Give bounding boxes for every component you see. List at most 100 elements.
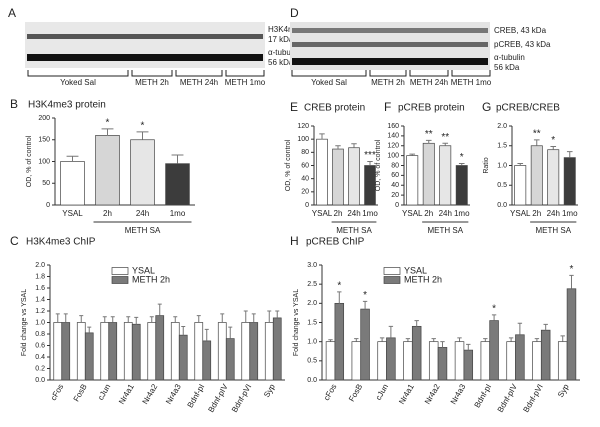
y-tick-label: 80 <box>301 149 309 156</box>
x-tick-label: 2h <box>103 209 112 218</box>
group-label: METH SA <box>427 226 463 235</box>
group-label: METH SA <box>125 226 161 235</box>
legend-label: METH 2h <box>404 274 442 284</box>
x-tick-label: YSAL <box>402 209 423 218</box>
blot-band <box>292 42 488 47</box>
y-tick-label: 1.2 <box>35 308 45 315</box>
x-tick-label: FosB <box>72 383 89 404</box>
x-tick-label: Bdnf-pVI <box>521 383 544 414</box>
chart-title: pCREB/CREB <box>496 103 560 114</box>
bar <box>530 145 543 206</box>
bar <box>123 322 133 381</box>
x-tick-label: Nr4a1 <box>117 382 136 406</box>
x-tick-label: Nr4a2 <box>141 382 160 406</box>
bar <box>170 322 180 381</box>
x-tick-label: YSAL <box>510 209 531 218</box>
error-bar <box>466 343 471 351</box>
bar <box>403 341 413 381</box>
y-tick-label: 20 <box>301 189 309 196</box>
error-bar <box>101 128 114 136</box>
bar <box>165 163 190 206</box>
y-axis-label: Fold change vs YSAL <box>21 289 28 356</box>
x-tick-label: Syp <box>556 382 571 399</box>
chart-title: H3K4me3 ChIP <box>26 237 96 248</box>
error-bar <box>157 303 162 316</box>
error-bar <box>196 315 201 323</box>
y-tick-label: 0.0 <box>35 377 45 384</box>
error-bar <box>204 328 209 341</box>
x-tick-label: YSAL <box>62 209 83 218</box>
error-bar <box>220 313 225 323</box>
error-bar <box>173 316 178 323</box>
bar <box>437 347 448 381</box>
bar <box>316 138 328 206</box>
y-axis-label: Ratio <box>483 157 490 173</box>
bar <box>202 340 212 381</box>
x-tick-label: 1mo <box>562 209 578 218</box>
error-bar <box>251 313 256 323</box>
blot-label: pCREB, 43 kDa <box>494 40 551 49</box>
error-bar <box>483 338 488 342</box>
chart-title: pCREB ChIP <box>306 237 365 248</box>
y-tick-label: 0.2 <box>35 365 45 372</box>
error-bar <box>275 310 280 318</box>
significance: * <box>460 152 464 163</box>
bar <box>53 322 63 381</box>
legend-swatch <box>111 276 129 284</box>
y-tick-label: 20 <box>391 192 399 199</box>
bar <box>194 322 204 381</box>
error-bar <box>442 142 449 146</box>
blot-image <box>25 22 265 68</box>
bar <box>130 139 155 206</box>
x-tick-label: 1mo <box>170 209 186 218</box>
error-bar <box>63 313 68 323</box>
bar <box>264 322 274 381</box>
y-tick-label: 0.5 <box>307 358 317 365</box>
y-tick-label: 0.8 <box>35 331 45 338</box>
bar <box>428 341 439 381</box>
bar <box>515 334 525 381</box>
y-tick-label: 1.6 <box>35 285 45 292</box>
error-bar <box>243 310 248 323</box>
bar <box>61 322 71 381</box>
bar <box>332 148 344 206</box>
bar <box>364 165 376 206</box>
legend-label: METH 2h <box>132 274 170 284</box>
x-tick-label: 24h <box>547 209 560 218</box>
y-tick-label: 100 <box>38 158 50 165</box>
bar <box>514 165 527 206</box>
x-tick-label: Nr4a2 <box>423 382 442 406</box>
bar <box>334 302 345 381</box>
y-tick-label: 1.4 <box>35 296 45 303</box>
y-tick-label: 1.0 <box>35 319 45 326</box>
error-bar <box>102 316 107 323</box>
y-tick-label: 80 <box>391 162 399 169</box>
y-tick-label: 3.0 <box>307 262 317 269</box>
error-bar <box>228 326 233 339</box>
error-bar <box>388 325 394 338</box>
blot-band <box>292 58 488 65</box>
error-bar <box>543 323 548 331</box>
y-tick-label: 0.5 <box>497 182 507 189</box>
bar <box>348 147 360 206</box>
x-tick-label: 2h <box>532 209 541 218</box>
chart-title: CREB protein <box>304 103 365 114</box>
y-tick-label: 100 <box>387 152 399 159</box>
bar <box>178 334 188 381</box>
error-bar <box>409 153 416 156</box>
error-bar <box>405 338 411 342</box>
bar <box>563 157 576 206</box>
x-tick-label: 24h <box>439 209 452 218</box>
x-tick-label: 24h <box>347 209 360 218</box>
error-bar <box>337 291 342 304</box>
error-bar <box>351 143 357 148</box>
error-bar <box>171 154 184 164</box>
bar <box>377 341 387 381</box>
blot-group: METH 2h <box>371 78 405 87</box>
significance: * <box>337 280 341 291</box>
bar <box>147 322 157 381</box>
panel-letter: D <box>290 6 299 20</box>
legend-swatch <box>383 267 401 275</box>
blot-label: α-tubulin <box>494 53 525 62</box>
